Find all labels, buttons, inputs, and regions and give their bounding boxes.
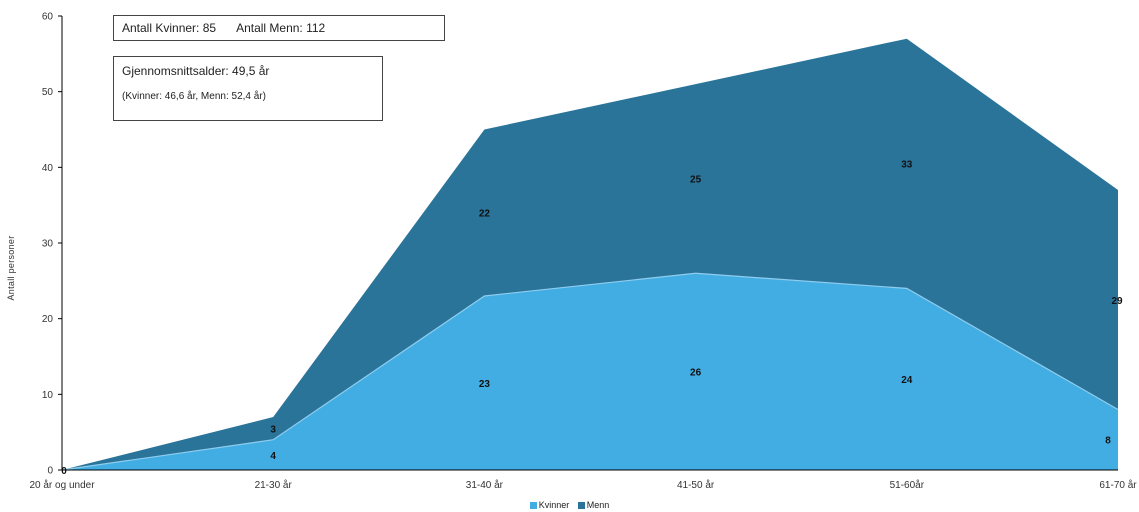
- y-tick-label: 40: [42, 163, 54, 174]
- legend-item-menn: Menn: [577, 500, 610, 510]
- data-labels: 0 4 23 26 24 8 3 22 25 33 29: [61, 160, 1123, 477]
- area-kvinner-edge: [61, 272, 1119, 471]
- data-label-kvinner: 24: [901, 375, 913, 386]
- legend-swatch-menn: [577, 502, 585, 510]
- data-label-menn: 22: [479, 209, 491, 220]
- average-age: Gjennomsnittsalder: 49,5 år: [122, 64, 270, 78]
- x-tick-label: 41-50 år: [677, 479, 715, 491]
- legend-swatch-kvinner: [529, 502, 537, 510]
- x-tick-label: 61-70 år: [1099, 479, 1137, 491]
- data-label-menn: 3: [270, 424, 276, 435]
- data-label-kvinner: 26: [690, 368, 702, 379]
- average-age-detail: (Kvinner: 46,6 år, Menn: 52,4 år): [122, 91, 266, 102]
- x-tick-label: 20 år og under: [29, 479, 95, 491]
- data-label-kvinner: 0: [61, 466, 67, 477]
- legend-label-kvinner: Kvinner: [538, 500, 570, 510]
- chart-areas: [61, 38, 1119, 471]
- count-women: Antall Kvinner: 85: [122, 21, 217, 35]
- x-tick-label: 51-60år: [890, 479, 925, 491]
- y-axis-label: Antall personer: [6, 235, 16, 300]
- y-tick-label: 50: [42, 87, 54, 98]
- counts-box: Antall Kvinner: 85 Antall Menn: 112: [113, 15, 445, 41]
- legend: Kvinner Menn: [0, 500, 1139, 510]
- legend-item-kvinner: Kvinner: [529, 500, 570, 510]
- area-menn: [62, 38, 1118, 470]
- data-label-menn: 25: [690, 175, 702, 186]
- count-men: Antall Menn: 112: [236, 21, 326, 35]
- legend-label-menn: Menn: [586, 500, 610, 510]
- data-label-menn: 29: [1111, 296, 1123, 307]
- data-label-menn: 33: [901, 160, 913, 171]
- x-tick-label: 31-40 år: [466, 479, 504, 491]
- y-tick-label: 20: [42, 314, 54, 325]
- data-label-kvinner: 4: [270, 451, 276, 462]
- y-tick-label: 0: [47, 466, 53, 477]
- data-label-kvinner: 23: [479, 379, 491, 390]
- y-tick-label: 60: [42, 12, 54, 23]
- average-age-box: Gjennomsnittsalder: 49,5 år (Kvinner: 46…: [113, 56, 383, 121]
- y-tick-label: 30: [42, 239, 54, 250]
- data-label-kvinner: 8: [1105, 436, 1111, 447]
- x-tick-label: 21-30 år: [255, 479, 293, 491]
- y-tick-label: 10: [42, 390, 54, 401]
- area-kvinner: [62, 273, 1118, 470]
